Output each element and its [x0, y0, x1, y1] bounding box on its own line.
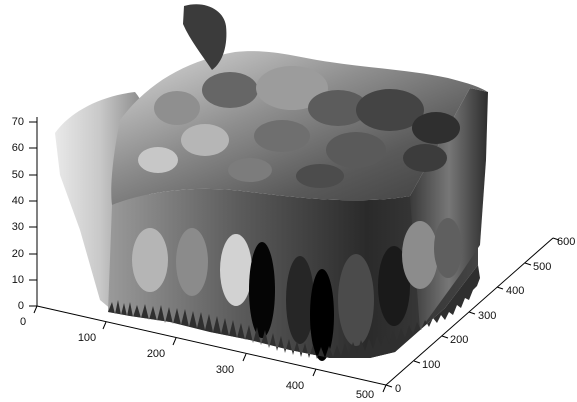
y-tick-label: 200 — [450, 334, 468, 346]
z-tick-label: 20 — [12, 248, 24, 260]
z-tick-label: 70 — [12, 116, 24, 128]
z-axis: 0 10 20 30 40 50 60 70 — [12, 116, 37, 312]
x-axis-line — [36, 305, 387, 386]
surface-arches — [132, 218, 462, 361]
x-tick-label: 500 — [356, 389, 374, 401]
x-tick-label: 100 — [78, 332, 96, 344]
x-tick-label: 200 — [147, 348, 165, 360]
z-tick-label: 40 — [12, 195, 24, 207]
y-tick-label: 400 — [506, 285, 524, 297]
surface-blotches — [138, 66, 460, 188]
x-axis: 0 100 200 300 400 500 — [20, 305, 387, 401]
x-tick-label: 0 — [20, 316, 26, 328]
surface — [55, 4, 489, 361]
y-axis-line — [385, 237, 554, 386]
y-tick-label: 0 — [395, 383, 401, 395]
y-tick-label: 600 — [557, 236, 575, 248]
y-tick-label: 100 — [422, 359, 440, 371]
z-tick-label: 60 — [12, 142, 24, 154]
y-tick-label: 300 — [478, 310, 496, 322]
z-tick-label: 10 — [12, 274, 24, 286]
y-tick-label: 500 — [533, 261, 551, 273]
surface-peak — [183, 4, 227, 71]
z-tick-label: 0 — [18, 300, 24, 312]
z-tick-label: 30 — [12, 221, 24, 233]
x-tick-label: 300 — [216, 364, 234, 376]
x-tick-label: 400 — [286, 380, 304, 392]
y-axis: 0 100 200 300 400 500 600 — [385, 236, 575, 395]
z-tick-label: 50 — [12, 169, 24, 181]
